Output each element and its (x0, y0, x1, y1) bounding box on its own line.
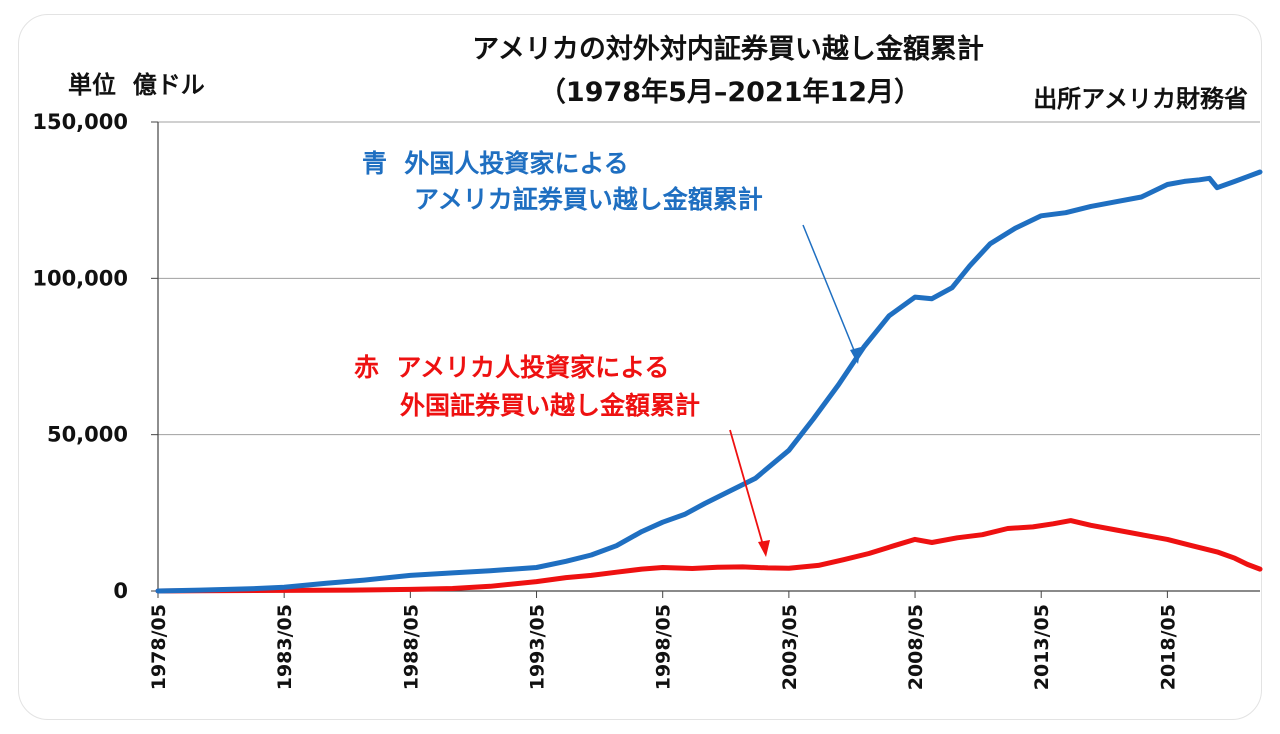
y-tick-label: 0 (113, 579, 128, 603)
blue-annotation-line1: 青 外国人投資家による (362, 149, 629, 178)
source-label: 出所アメリカ財務省 (1033, 85, 1248, 113)
red-annotation-arrow (729, 429, 766, 553)
x-tick-label: 2008/05 (905, 604, 927, 690)
y-axis-ticks: 0 50,000 100,000 150,000 (32, 110, 158, 603)
x-tick-label: 2018/05 (1157, 604, 1179, 690)
x-tick-label: 1993/05 (527, 604, 549, 690)
blue-annotation-line2: アメリカ証券買い越し金額累計 (414, 185, 763, 214)
y-tick-label: 150,000 (32, 110, 128, 134)
x-tick-label: 1983/05 (274, 604, 296, 690)
x-axis-ticks: 1978/05 1983/05 1988/05 1993/05 1998/05 2003/… (148, 591, 1179, 690)
blue-annotation-arrow (802, 224, 859, 361)
chart-card (18, 14, 1262, 720)
blue-series-line (155, 169, 1263, 594)
x-tick-label: 1998/05 (653, 604, 675, 690)
gridlines (158, 121, 1260, 436)
unit-label: 単位 億ドル (68, 71, 205, 99)
series-lines (155, 169, 1263, 594)
chart-title: アメリカの対外対内証券買い越し金額累計 (472, 33, 984, 65)
red-series-line (155, 518, 1263, 594)
red-annotation-line2: 外国証券買い越し金額累計 (400, 391, 700, 420)
x-tick-label: 2013/05 (1031, 604, 1053, 690)
x-tick-label: 1988/05 (400, 604, 422, 690)
chart-subtitle: （1978年5月–2021年12月） (539, 76, 921, 108)
y-tick-label: 50,000 (47, 423, 128, 447)
red-annotation-arrowhead (758, 540, 770, 557)
x-tick-label: 1978/05 (148, 604, 170, 690)
blue-annotation-arrowhead (850, 347, 861, 364)
y-tick-label: 100,000 (32, 266, 128, 290)
x-tick-label: 2003/05 (779, 604, 801, 690)
red-annotation-line1: 赤 アメリカ人投資家による (354, 353, 669, 382)
